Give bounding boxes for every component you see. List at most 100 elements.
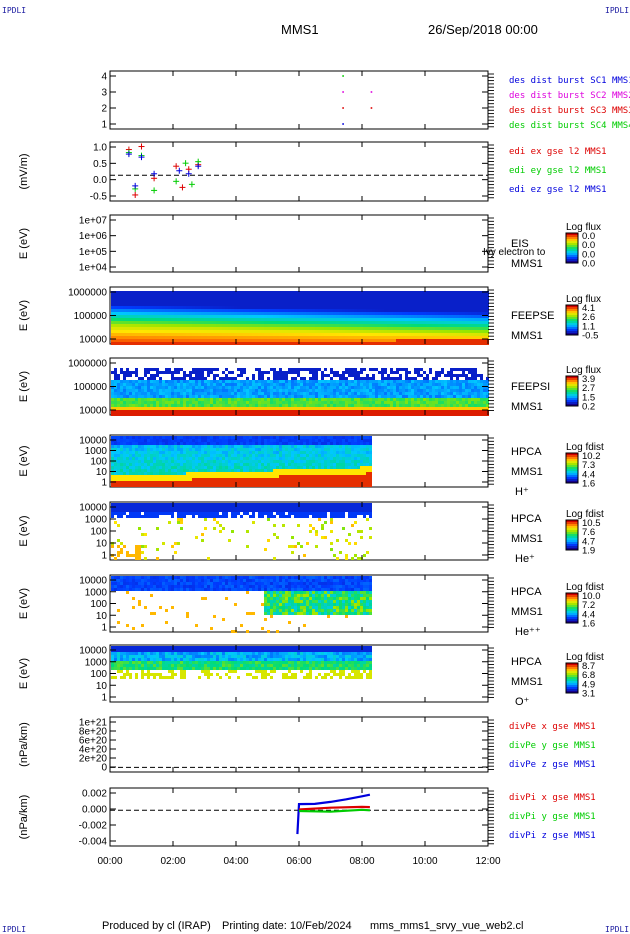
heatmap-cell	[330, 368, 333, 371]
heatmap-cell	[174, 324, 177, 327]
heatmap-cell	[264, 306, 267, 309]
colorbar-cell	[566, 386, 578, 389]
heatmap-cell	[204, 330, 207, 333]
heatmap-cell	[288, 380, 291, 383]
heatmap-cell	[123, 475, 126, 478]
heatmap-cell	[393, 330, 396, 333]
heatmap-cell	[396, 404, 399, 407]
heatmap-cell	[129, 484, 132, 487]
heatmap-cell	[231, 318, 234, 321]
heatmap-cell	[207, 371, 210, 374]
heatmap-cell	[357, 336, 360, 339]
heatmap-cell	[258, 407, 261, 410]
heatmap-cell	[192, 294, 195, 297]
heatmap-cell	[336, 297, 339, 300]
heatmap-cell	[258, 294, 261, 297]
heatmap-cell	[348, 410, 351, 413]
heatmap-cell	[141, 451, 144, 454]
heatmap-cell	[468, 395, 471, 398]
heatmap-cell	[354, 401, 357, 404]
heatmap-cell	[138, 383, 141, 386]
heatmap-cell	[195, 463, 198, 466]
heatmap-cell	[453, 407, 456, 410]
heatmap-cell	[228, 324, 231, 327]
heatmap-cell	[225, 383, 228, 386]
heatmap-cell	[372, 312, 375, 315]
heatmap-cell	[282, 300, 285, 303]
heatmap-cell	[285, 413, 288, 416]
heatmap-cell	[432, 410, 435, 413]
heatmap-cell	[117, 484, 120, 487]
heatmap-cell	[144, 469, 147, 472]
heatmap-cell	[447, 404, 450, 407]
heatmap-cell	[351, 380, 354, 383]
heatmap-cell	[171, 309, 174, 312]
heatmap-cell	[453, 324, 456, 327]
heatmap-cell	[222, 410, 225, 413]
heatmap-cell	[174, 410, 177, 413]
page-date: 26/Sep/2018 00:00	[428, 22, 538, 37]
heatmap-cell	[474, 374, 477, 377]
heatmap-cell	[258, 380, 261, 383]
colorbar-tick-feepsi: 0.2	[582, 402, 595, 413]
heatmap-cell	[225, 395, 228, 398]
heatmap-cell	[135, 481, 138, 484]
heatmap-cell	[480, 386, 483, 389]
heatmap-cell	[129, 306, 132, 309]
heatmap-cell	[207, 484, 210, 487]
heatmap-cell	[141, 327, 144, 330]
heatmap-cell	[219, 339, 222, 342]
heatmap-cell	[138, 297, 141, 300]
heatmap-cell	[393, 401, 396, 404]
heatmap-cell	[168, 454, 171, 457]
heatmap-cell	[339, 318, 342, 321]
heatmap-cell	[135, 472, 138, 475]
heatmap-cell	[270, 303, 273, 306]
heatmap-cell	[186, 336, 189, 339]
heatmap-cell	[405, 342, 408, 345]
heatmap-cell	[180, 333, 183, 336]
heatmap-cell	[342, 303, 345, 306]
heatmap-cell	[327, 324, 330, 327]
heatmap-cell	[327, 380, 330, 383]
heatmap-cell	[474, 294, 477, 297]
heatmap-cell	[177, 407, 180, 410]
heatmap-cell	[192, 448, 195, 451]
heatmap-cell	[243, 389, 246, 392]
heatmap-cell	[171, 374, 174, 377]
heatmap-cell	[276, 410, 279, 413]
heatmap-cell	[204, 395, 207, 398]
heatmap-cell	[225, 374, 228, 377]
heatmap-cell	[222, 315, 225, 318]
heatmap-cell	[450, 413, 453, 416]
heatmap-cell	[261, 297, 264, 300]
heatmap-cell	[126, 368, 129, 371]
heatmap-cell	[243, 303, 246, 306]
heatmap-cell	[441, 294, 444, 297]
heatmap-cell	[483, 407, 486, 410]
heatmap-cell	[447, 309, 450, 312]
heatmap-cell	[300, 368, 303, 371]
heatmap-cell	[288, 395, 291, 398]
heatmap-cell	[306, 312, 309, 315]
colorbar-tick-eis: 0.0	[582, 240, 595, 251]
heatmap-cell	[111, 448, 114, 451]
heatmap-cell	[138, 442, 141, 445]
heatmap-cell	[210, 297, 213, 300]
heatmap-cell	[471, 315, 474, 318]
heatmap-cell	[411, 386, 414, 389]
heatmap-cell	[393, 404, 396, 407]
heatmap-cell	[147, 439, 150, 442]
heatmap-cell	[402, 291, 405, 294]
heatmap-cell	[375, 315, 378, 318]
heatmap-cell	[441, 398, 444, 401]
heatmap-cell	[168, 324, 171, 327]
heatmap-cell	[288, 413, 291, 416]
heatmap-cell	[468, 380, 471, 383]
heatmap-cell	[132, 312, 135, 315]
heatmap-cell	[111, 475, 114, 478]
heatmap-cell	[285, 404, 288, 407]
heatmap-cell	[213, 315, 216, 318]
heatmap-cell	[150, 389, 153, 392]
heatmap-cell	[168, 463, 171, 466]
